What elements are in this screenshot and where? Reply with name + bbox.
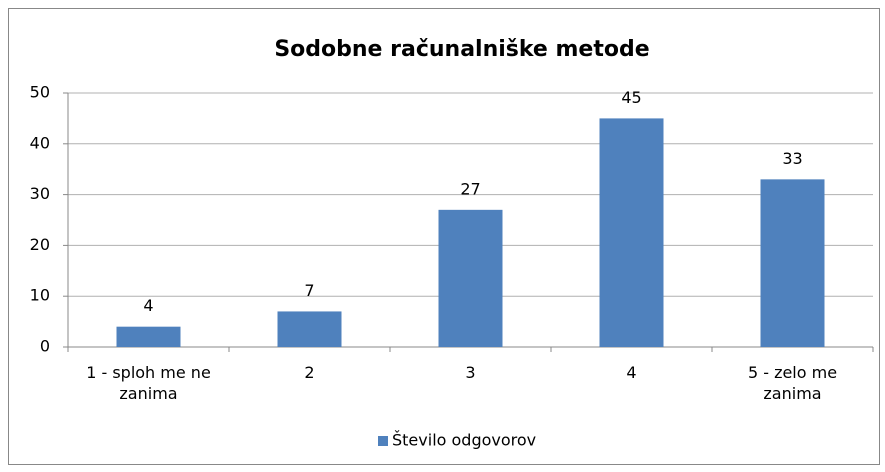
data-label: 7 [304, 281, 314, 300]
bar [760, 179, 825, 347]
y-tick-label: 0 [40, 337, 50, 356]
data-label: 33 [782, 149, 802, 168]
y-tick-label: 10 [30, 286, 50, 305]
x-tick-label: 1 - sploh me ne zanima [86, 363, 211, 403]
x-tick-label: 5 - zelo me zanima [747, 363, 838, 403]
legend-label: Število odgovorov [392, 431, 536, 450]
bar [277, 311, 342, 347]
bar [438, 209, 503, 347]
data-label: 4 [143, 296, 153, 315]
legend-swatch [378, 436, 388, 446]
x-tick-label: 2 [304, 363, 315, 382]
x-tick-label: 4 [626, 363, 637, 382]
y-tick-label: 50 [30, 83, 50, 102]
x-tick-label: 3 [465, 363, 476, 382]
bar [116, 326, 181, 347]
y-tick-label: 30 [30, 184, 50, 203]
chart-title: Sodobne računalniške metode [274, 37, 649, 62]
y-tick-label: 20 [30, 235, 50, 254]
data-label: 45 [621, 88, 641, 107]
data-label: 27 [460, 179, 480, 198]
y-tick-label: 40 [30, 133, 50, 152]
bar [599, 118, 664, 348]
